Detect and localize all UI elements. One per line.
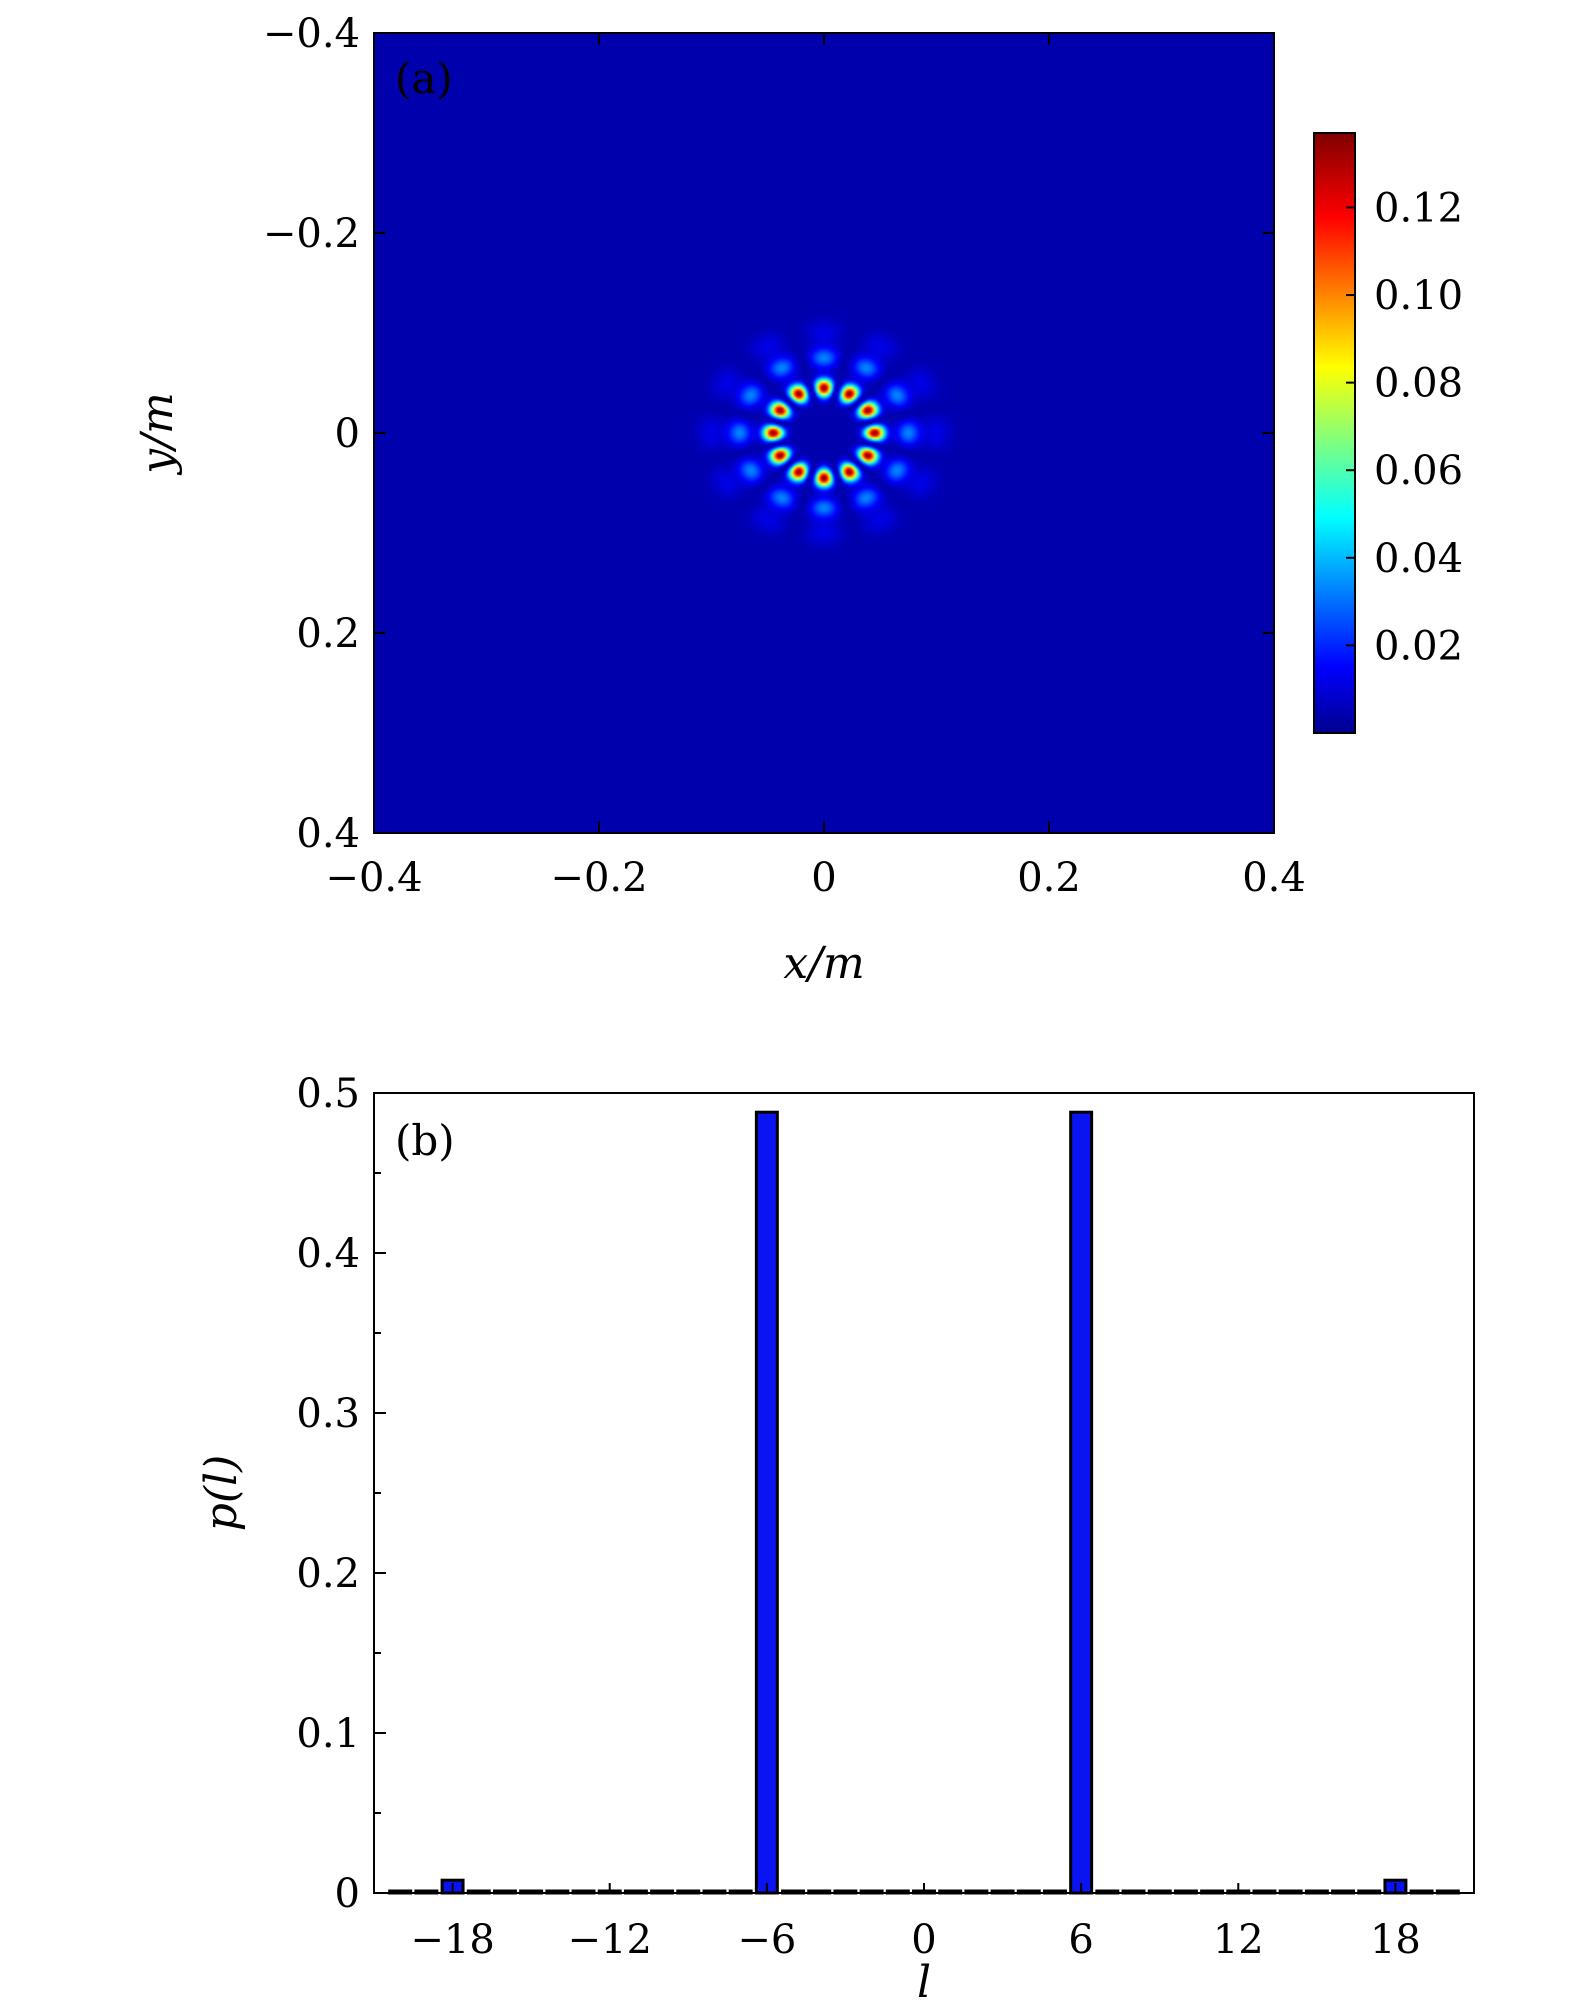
heatmap-x-tick-label: 0.2: [1017, 855, 1081, 901]
bar-x-tick-label: −12: [568, 1917, 652, 1963]
bar-y-tick-label: 0.1: [296, 1711, 360, 1757]
heatmap-x-ticks: −0.4 −0.2 0 0.2 0.4: [325, 33, 1306, 901]
bar-x-ticks: −18 −12 −6 0 6 12 18: [410, 1883, 1421, 1963]
heatmap-x-tick-label: 0: [811, 855, 836, 901]
bar-x-tick-label: 18: [1370, 1917, 1421, 1963]
colorbar: 0.02 0.04 0.06 0.08 0.10 0.12: [1313, 132, 1463, 734]
heatmap-x-tick-label: 0.4: [1242, 855, 1306, 901]
bar-x-tick-label: 0: [911, 1917, 936, 1963]
heatmap-image: [374, 33, 1274, 833]
bar-y-tick-label: 0: [335, 1871, 360, 1917]
heatmap-y-tick-label: 0: [335, 411, 360, 457]
bar-y-tick-label: 0.2: [296, 1551, 360, 1597]
heatmap-y-tick-label: 0.2: [296, 611, 360, 657]
bar-y-axis-label: p(l): [196, 1455, 247, 1532]
panel-b-bar-chart: −18 −12 −6 0 6 12 18 0 0.1 0.2 0.3 0.4 0.5 (b) l p(…: [196, 1071, 1475, 2008]
heatmap-y-tick-label: −0.4: [263, 11, 360, 57]
colorbar-tick-label: 0.02: [1374, 623, 1463, 669]
bar-x-axis-label: l: [917, 1957, 931, 2008]
panel-b-label: (b): [395, 1116, 455, 1165]
bar-plot-area: [374, 1093, 1474, 1893]
bar-x-tick-label: −18: [410, 1917, 494, 1963]
colorbar-tick-label: 0.04: [1374, 536, 1463, 582]
colorbar-ticks: 0.02 0.04 0.06 0.08 0.10 0.12: [1346, 185, 1463, 669]
colorbar-tick-label: 0.06: [1374, 448, 1463, 494]
heatmap-y-axis-label: y/m: [132, 392, 183, 475]
heatmap-x-axis-label: x/m: [783, 938, 864, 989]
bar-x-tick-label: 12: [1213, 1917, 1264, 1963]
bar-x-tick-label: −6: [737, 1917, 796, 1963]
panel-a-label: (a): [395, 54, 453, 103]
heatmap-x-tick-label: −0.2: [550, 855, 647, 901]
colorbar-tick-label: 0.10: [1374, 273, 1463, 319]
bar-y-tick-label: 0.4: [296, 1231, 360, 1277]
heatmap-x-tick-label: −0.4: [325, 855, 422, 901]
bar-y-ticks: 0 0.1 0.2 0.3 0.4 0.5: [296, 1071, 386, 1917]
bar-y-tick-label: 0.3: [296, 1391, 360, 1437]
colorbar-tick-label: 0.12: [1374, 185, 1463, 231]
panel-a-heatmap: −0.4 −0.2 0 0.2 0.4 −0.4−0.200.20.4 (a) x/m …: [132, 11, 1463, 989]
bar-x-tick-label: 6: [1068, 1917, 1093, 1963]
heatmap-y-tick-label: −0.2: [263, 211, 360, 257]
bar-y-tick-label: 0.5: [296, 1071, 360, 1117]
heatmap-y-tick-label: 0.4: [296, 811, 360, 857]
colorbar-gradient: [1313, 132, 1356, 734]
bar: [1069, 1110, 1094, 1895]
bar: [754, 1110, 779, 1895]
heatmap-y-ticks: −0.4 −0.2 0 0.2 0.4: [263, 11, 1274, 857]
colorbar-tick-label: 0.08: [1374, 361, 1463, 407]
